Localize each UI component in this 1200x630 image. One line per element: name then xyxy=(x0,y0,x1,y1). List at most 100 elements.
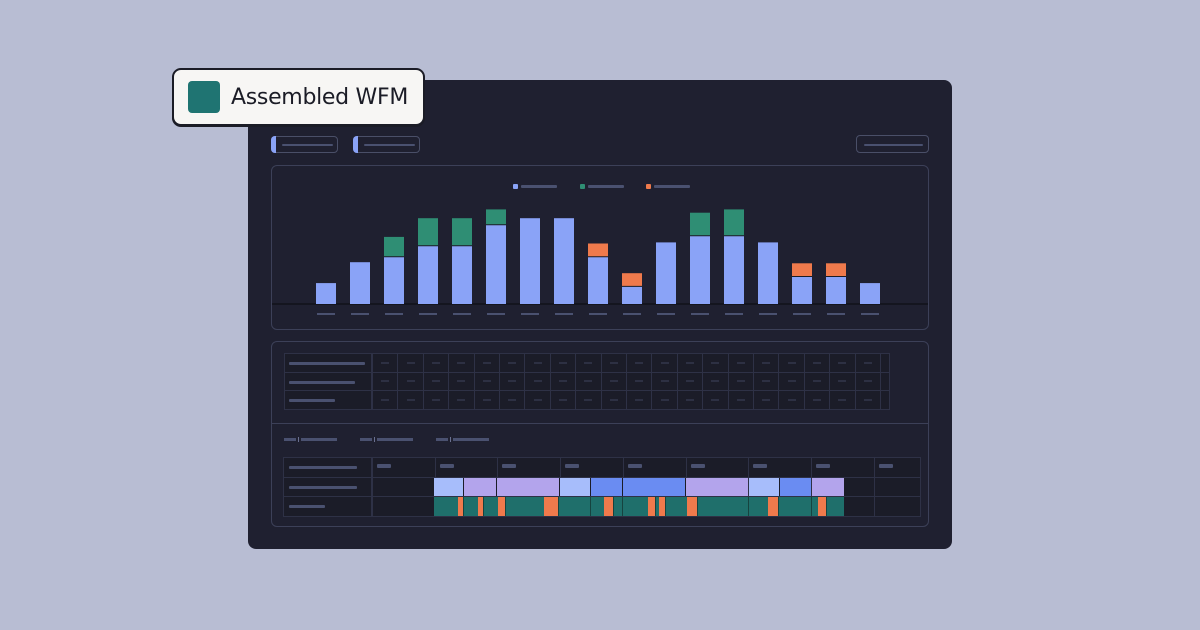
forecast-cell xyxy=(854,390,881,410)
shift-block[interactable] xyxy=(780,477,811,496)
forecast-cell xyxy=(778,390,805,410)
break-block[interactable] xyxy=(768,497,778,516)
time-label-placeholder xyxy=(502,464,517,468)
break-block[interactable] xyxy=(659,497,665,516)
forecast-cell xyxy=(702,353,729,373)
break-block[interactable] xyxy=(478,497,483,516)
cell-value-placeholder xyxy=(711,399,720,401)
x-tick-label-11 xyxy=(691,313,709,315)
cell-value-placeholder xyxy=(711,362,720,364)
segment-divider xyxy=(622,497,623,516)
cell-value-placeholder xyxy=(558,380,567,382)
break-block[interactable] xyxy=(604,497,613,516)
cell-value-placeholder xyxy=(558,362,567,364)
segment-divider xyxy=(558,497,559,516)
shift-block[interactable] xyxy=(686,477,748,496)
forecast-cell xyxy=(473,353,500,373)
bar-segment-15-2 xyxy=(826,263,846,277)
bar-segment-7-0 xyxy=(554,218,574,304)
forecast-cell xyxy=(422,353,450,373)
time-column-header xyxy=(497,457,562,478)
mini-legend-1 xyxy=(284,437,337,442)
timeline-cell xyxy=(873,476,921,497)
cell-value-placeholder xyxy=(812,380,821,382)
break-block[interactable] xyxy=(648,497,655,516)
segment-divider xyxy=(505,497,506,516)
bar-segment-12-1 xyxy=(724,209,744,236)
time-label-placeholder xyxy=(815,464,830,468)
date-range-button[interactable] xyxy=(856,135,929,153)
forecast-cell xyxy=(575,390,602,410)
shift-block[interactable] xyxy=(812,477,844,496)
segment-divider xyxy=(655,497,656,516)
bar-segment-8-0 xyxy=(588,256,608,304)
forecast-cell xyxy=(397,371,424,391)
forecast-cell xyxy=(626,371,653,391)
forecast-row-label-cell xyxy=(284,371,372,391)
forecast-cell xyxy=(651,353,678,373)
forecast-row-label-cell xyxy=(284,390,372,410)
forecast-cell xyxy=(499,371,526,391)
forecast-cell xyxy=(727,390,754,410)
shift-block[interactable] xyxy=(560,477,590,496)
break-block[interactable] xyxy=(498,497,505,516)
segment-divider xyxy=(811,497,812,516)
cell-value-placeholder xyxy=(787,362,796,364)
forecast-cell xyxy=(600,390,627,410)
cell-value-placeholder xyxy=(482,362,491,364)
shift-block[interactable] xyxy=(464,477,496,496)
filter-pill-2[interactable] xyxy=(353,136,420,153)
mini-legend-2 xyxy=(360,437,413,442)
label-placeholder xyxy=(289,505,325,508)
pill-accent xyxy=(271,136,276,153)
break-block[interactable] xyxy=(818,497,826,516)
cell-value-placeholder xyxy=(533,399,542,401)
cell-value-placeholder xyxy=(508,380,517,382)
shift-block[interactable] xyxy=(749,477,779,496)
cell-value-placeholder xyxy=(431,399,440,401)
x-tick-label-15 xyxy=(827,313,845,315)
shift-block[interactable] xyxy=(623,477,685,496)
forecast-cell xyxy=(473,390,500,410)
time-label-placeholder xyxy=(565,464,580,468)
time-column-header xyxy=(748,457,813,478)
cell-value-placeholder xyxy=(584,399,593,401)
forecast-cell xyxy=(372,390,399,410)
cell-value-placeholder xyxy=(711,380,720,382)
x-tick-label-12 xyxy=(725,313,743,315)
cell-value-placeholder xyxy=(533,380,542,382)
chart-x-ticks xyxy=(317,313,879,315)
segment-divider xyxy=(463,497,464,516)
forecast-cell xyxy=(372,371,399,391)
forecast-cell xyxy=(549,390,577,410)
cell-value-placeholder xyxy=(863,399,872,401)
bar-segment-2-1 xyxy=(384,236,404,257)
agent-name-cell xyxy=(283,476,372,497)
cell-value-placeholder xyxy=(533,362,542,364)
forecast-cell xyxy=(676,353,704,373)
cell-value-placeholder xyxy=(457,362,466,364)
break-block[interactable] xyxy=(687,497,697,516)
bar-segment-4-1 xyxy=(452,218,472,246)
x-tick-label-2 xyxy=(385,313,403,315)
brand-logo-icon xyxy=(188,81,220,113)
filter-pill-1[interactable] xyxy=(271,136,338,153)
row-label-placeholder xyxy=(289,399,335,402)
shift-timeline-bar[interactable] xyxy=(434,497,844,516)
forecast-cell xyxy=(702,390,729,410)
forecast-cell xyxy=(422,371,450,391)
cell-value-placeholder xyxy=(762,362,771,364)
time-label-placeholder xyxy=(690,464,705,468)
cell-value-placeholder xyxy=(609,399,618,401)
shift-block[interactable] xyxy=(434,477,463,496)
cell-value-placeholder xyxy=(863,362,872,364)
cell-value-placeholder xyxy=(635,380,644,382)
break-block[interactable] xyxy=(544,497,558,516)
forecast-cell xyxy=(880,390,890,410)
cell-value-placeholder xyxy=(635,362,644,364)
break-block[interactable] xyxy=(458,497,463,516)
bar-segment-9-0 xyxy=(622,286,642,304)
shift-block[interactable] xyxy=(497,477,559,496)
shift-block[interactable] xyxy=(591,477,622,496)
legend-swatch xyxy=(580,183,585,189)
